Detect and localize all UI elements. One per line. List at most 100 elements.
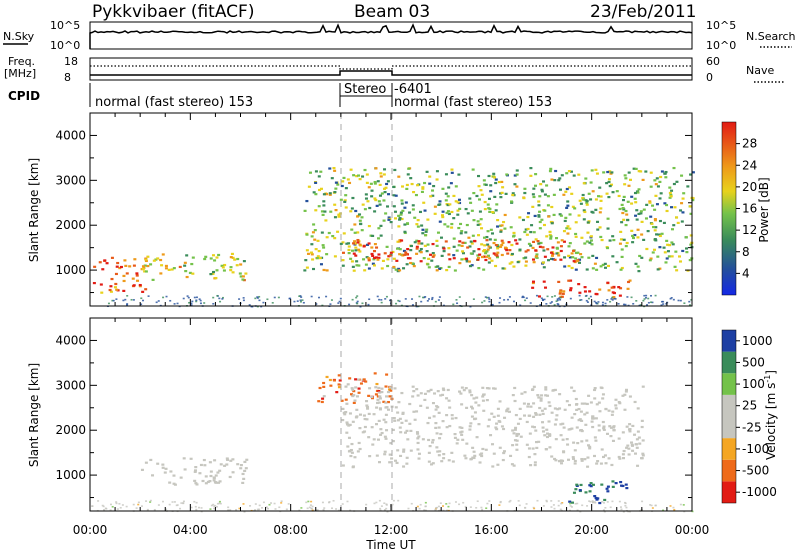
power-cell bbox=[373, 256, 377, 260]
power-cell bbox=[581, 196, 585, 200]
power-cell bbox=[333, 255, 337, 258]
power-cell bbox=[460, 244, 464, 247]
power-cell bbox=[105, 262, 109, 265]
velocity-colorbar-ticklabel: 1000 bbox=[742, 334, 773, 348]
velocity-cell bbox=[195, 501, 198, 504]
power-cell bbox=[360, 216, 364, 219]
velocity-cell bbox=[580, 440, 584, 443]
velocity-cell bbox=[375, 423, 379, 426]
power-cell bbox=[585, 240, 589, 243]
velocity-cell bbox=[601, 455, 605, 459]
velocity-cell bbox=[554, 459, 558, 462]
power-cell bbox=[450, 222, 454, 226]
velocity-cell bbox=[212, 503, 215, 506]
power-cell bbox=[486, 254, 490, 257]
velocity-cell bbox=[208, 480, 212, 483]
velocity-cell bbox=[620, 484, 624, 487]
power-cell bbox=[122, 289, 126, 293]
freq-left-tick-bottom: 8 bbox=[64, 71, 71, 84]
power-cell bbox=[489, 184, 493, 187]
velocity-cell bbox=[610, 413, 614, 416]
velocity-cell bbox=[265, 506, 268, 508]
velocity-cell bbox=[554, 438, 558, 441]
power-cell bbox=[659, 192, 663, 195]
velocity-cell bbox=[580, 419, 584, 422]
x-tick-label: 20:00 bbox=[574, 523, 609, 537]
velocity-cell bbox=[430, 441, 434, 444]
velocity-cell bbox=[532, 506, 535, 509]
power-cell bbox=[123, 259, 127, 262]
power-cell bbox=[307, 185, 311, 188]
power-cell bbox=[160, 264, 164, 267]
velocity-cell bbox=[633, 400, 637, 404]
power-cell bbox=[499, 196, 503, 199]
velocity-cell bbox=[531, 425, 535, 428]
velocity-cell bbox=[691, 510, 694, 513]
velocity-cell bbox=[527, 447, 531, 450]
velocity-cell bbox=[604, 407, 608, 411]
power-cell bbox=[642, 238, 646, 241]
velocity-cell bbox=[307, 500, 310, 503]
power-cell bbox=[496, 247, 500, 250]
velocity-cell bbox=[544, 388, 548, 391]
velocity-cell bbox=[384, 421, 388, 424]
power-cell bbox=[157, 300, 160, 302]
power-cell bbox=[313, 229, 317, 232]
power-cell bbox=[333, 237, 337, 240]
cpid-segment-3: -6401 bbox=[394, 82, 432, 97]
power-cell bbox=[483, 200, 487, 204]
power-cell bbox=[540, 188, 544, 191]
power-cell bbox=[410, 182, 414, 186]
power-cell bbox=[689, 243, 693, 246]
power-cell bbox=[543, 193, 547, 196]
power-cell bbox=[515, 185, 519, 188]
power-cell bbox=[398, 269, 402, 272]
power-cell bbox=[583, 242, 587, 245]
power-cell bbox=[393, 210, 397, 213]
power-cell bbox=[512, 265, 516, 268]
power-cell bbox=[603, 266, 607, 269]
velocity-cell bbox=[350, 387, 354, 390]
velocity-cell bbox=[612, 426, 616, 429]
velocity-cell bbox=[513, 399, 517, 403]
velocity-cell bbox=[380, 390, 384, 394]
power-cell bbox=[485, 250, 489, 253]
power-cell bbox=[569, 170, 573, 173]
power-cell bbox=[590, 243, 594, 246]
power-cell bbox=[583, 290, 587, 293]
velocity-cell bbox=[528, 432, 532, 435]
velocity-cell bbox=[597, 401, 601, 404]
velocity-cell bbox=[439, 502, 442, 504]
power-cell bbox=[482, 236, 486, 239]
power-cell bbox=[425, 170, 429, 173]
power-cell bbox=[589, 198, 593, 201]
velocity-cell bbox=[432, 415, 436, 418]
velocity-cell bbox=[588, 490, 592, 493]
power-cell bbox=[537, 214, 541, 217]
power-cell bbox=[209, 257, 213, 260]
power-cell bbox=[431, 189, 435, 192]
power-cell bbox=[361, 302, 364, 305]
power-cell bbox=[398, 218, 402, 221]
power-cell bbox=[503, 227, 507, 230]
power-cell bbox=[419, 247, 423, 251]
velocity-cell bbox=[621, 453, 625, 456]
velocity-cell bbox=[469, 405, 473, 408]
velocity-cell bbox=[322, 508, 325, 511]
velocity-cell bbox=[502, 451, 506, 455]
power-cell bbox=[545, 184, 549, 187]
power-cell bbox=[484, 258, 488, 262]
velocity-cell bbox=[392, 499, 395, 502]
velocity-cell bbox=[447, 459, 451, 462]
power-cell bbox=[473, 240, 477, 243]
power-cell bbox=[550, 301, 553, 303]
power-cell bbox=[341, 241, 345, 244]
power-cell bbox=[626, 200, 630, 203]
power-cell bbox=[325, 295, 328, 298]
velocity-cell bbox=[609, 435, 613, 438]
velocity-cell bbox=[620, 508, 623, 511]
power-cell bbox=[675, 216, 679, 219]
power-cell bbox=[582, 209, 586, 212]
velocity-cell bbox=[515, 439, 519, 442]
power-cell bbox=[540, 190, 544, 193]
